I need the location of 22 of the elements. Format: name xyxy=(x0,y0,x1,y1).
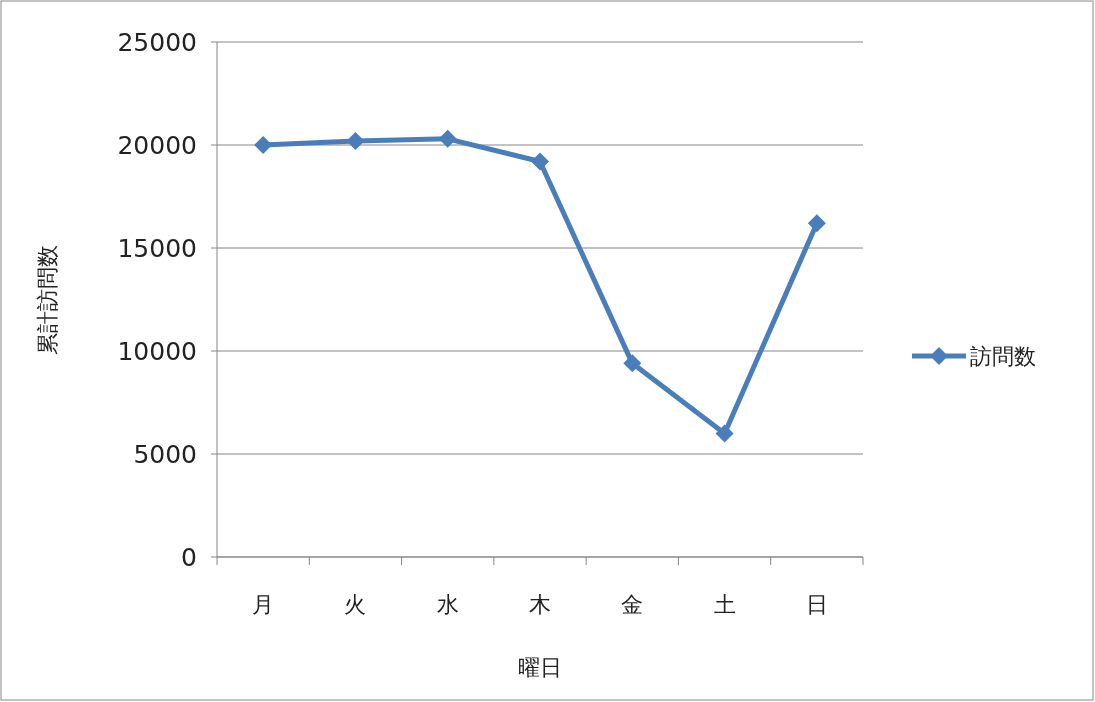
y-tick-label: 5000 xyxy=(133,440,197,469)
y-tick-label: 10000 xyxy=(117,337,197,366)
point xyxy=(531,152,549,171)
x-axis-title: 曜日 xyxy=(518,655,562,680)
point xyxy=(715,424,734,443)
y-axis-title: 累計訪問数 xyxy=(35,244,60,355)
x-tick-label: 土 xyxy=(713,592,736,617)
x-tick-label: 金 xyxy=(621,592,644,617)
y-tick-label: 25000 xyxy=(117,28,197,57)
y-tick-label: 0 xyxy=(181,543,197,572)
point xyxy=(438,129,457,148)
point xyxy=(807,214,826,233)
y-tick-label: 15000 xyxy=(117,234,197,263)
x-tick-label: 木 xyxy=(529,592,551,617)
x-tick-label: 火 xyxy=(344,592,367,617)
point xyxy=(346,131,365,150)
y-tick-label: 20000 xyxy=(117,131,197,160)
x-tick-label: 月 xyxy=(252,592,275,617)
x-tick-label: 水 xyxy=(436,592,459,617)
point xyxy=(623,354,642,373)
legend-label: 訪問数 xyxy=(970,344,1036,369)
x-tick-label: 日 xyxy=(805,592,828,617)
